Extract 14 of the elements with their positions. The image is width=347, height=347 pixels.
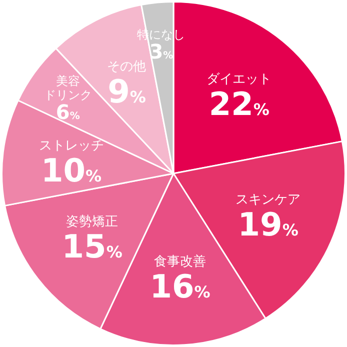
- data-label: 6%: [56, 100, 80, 124]
- slice-label: スキンケア: [236, 192, 301, 208]
- data-label: 15%: [62, 228, 122, 266]
- slice-label: 食事改善: [154, 253, 206, 270]
- slice-label: その他: [107, 60, 146, 75]
- slice-label: ストレッチ: [38, 138, 104, 154]
- slice-label: 美容ドリンク: [44, 74, 92, 102]
- slice-label: ダイエット: [206, 72, 272, 88]
- slice-label: 姿勢矯正: [66, 214, 118, 230]
- data-label: 9%: [108, 72, 146, 111]
- data-label: 16%: [150, 267, 210, 306]
- data-label: 22%: [208, 85, 270, 124]
- data-label: 19%: [238, 205, 298, 244]
- data-label: 10%: [40, 152, 102, 190]
